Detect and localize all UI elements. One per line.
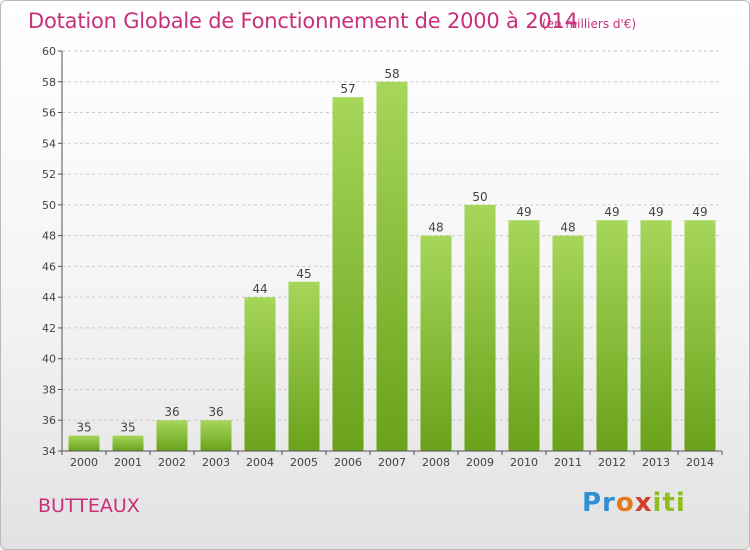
bar-2000 <box>68 435 100 451</box>
value-label-2012: 49 <box>604 205 619 219</box>
bar-2005 <box>288 281 320 451</box>
value-label-2011: 48 <box>560 221 575 235</box>
x-tick-label-2013: 2013 <box>642 456 670 469</box>
y-tick-label: 54 <box>42 137 56 150</box>
x-tick-label-2004: 2004 <box>246 456 274 469</box>
bar-2014 <box>684 220 716 451</box>
bar-2011 <box>552 235 584 451</box>
value-label-2009: 50 <box>472 190 487 204</box>
x-tick-label-2008: 2008 <box>422 456 450 469</box>
bar-2010 <box>508 220 540 451</box>
chart-unit: (en milliers d'€) <box>542 17 637 31</box>
x-tick-label-2009: 2009 <box>466 456 494 469</box>
x-tick-label-2003: 2003 <box>202 456 230 469</box>
bars: 35 35 36 36 44 45 57 58 48 50 49 48 49 49 49 <box>68 67 716 452</box>
value-label-2006: 57 <box>340 82 355 96</box>
value-label-2014: 49 <box>692 205 707 219</box>
y-tick-label: 38 <box>42 383 56 396</box>
value-label-2004: 44 <box>252 282 267 296</box>
value-label-2013: 49 <box>648 205 663 219</box>
bar-2013 <box>640 220 672 451</box>
commune-name: BUTTEAUX <box>38 495 140 517</box>
value-label-2007: 58 <box>384 67 399 81</box>
bar-2003 <box>200 420 232 451</box>
y-tick-label: 40 <box>42 353 56 366</box>
value-label-2010: 49 <box>516 205 531 219</box>
value-label-2002: 36 <box>164 405 179 419</box>
value-label-2005: 45 <box>296 267 311 281</box>
x-tick-label-2007: 2007 <box>378 456 406 469</box>
x-tick-label-2000: 2000 <box>70 456 98 469</box>
bar-2007 <box>376 81 408 452</box>
bar-2012 <box>596 220 628 451</box>
bar-2004 <box>244 297 276 451</box>
y-tick-label: 44 <box>42 291 56 304</box>
bar-2006 <box>332 97 364 452</box>
y-tick-label: 42 <box>42 322 56 335</box>
y-tick-label: 36 <box>42 414 56 427</box>
value-label-2000: 35 <box>76 421 91 435</box>
value-label-2008: 48 <box>428 221 443 235</box>
x-tick-label-2001: 2001 <box>114 456 142 469</box>
proxiti-logo: Proxiti <box>582 488 686 518</box>
bar-2001 <box>112 435 144 451</box>
y-tick-label: 34 <box>42 445 56 458</box>
y-tick-label: 46 <box>42 260 56 273</box>
y-tick-label: 58 <box>42 76 56 89</box>
x-tick-label-2005: 2005 <box>290 456 318 469</box>
bar-2008 <box>420 235 452 451</box>
y-tick-label: 48 <box>42 230 56 243</box>
chart-title: Dotation Globale de Fonctionnement de 20… <box>28 9 578 33</box>
x-tick-label-2012: 2012 <box>598 456 626 469</box>
x-tick-label-2014: 2014 <box>686 456 714 469</box>
y-tick-label: 50 <box>42 199 56 212</box>
bar-2002 <box>156 420 188 451</box>
value-label-2001: 35 <box>120 421 135 435</box>
x-tick-label-2002: 2002 <box>158 456 186 469</box>
x-tick-label-2011: 2011 <box>554 456 582 469</box>
y-tick-label: 52 <box>42 168 56 181</box>
x-tick-label-2006: 2006 <box>334 456 362 469</box>
y-tick-label: 56 <box>42 107 56 120</box>
x-tick-label-2010: 2010 <box>510 456 538 469</box>
axes: 34 36 38 40 42 44 46 48 50 52 54 56 58 60 2000 2001 2002… <box>42 45 723 469</box>
y-tick-label: 60 <box>42 45 56 58</box>
bar-2009 <box>464 204 496 451</box>
value-label-2003: 36 <box>208 405 223 419</box>
